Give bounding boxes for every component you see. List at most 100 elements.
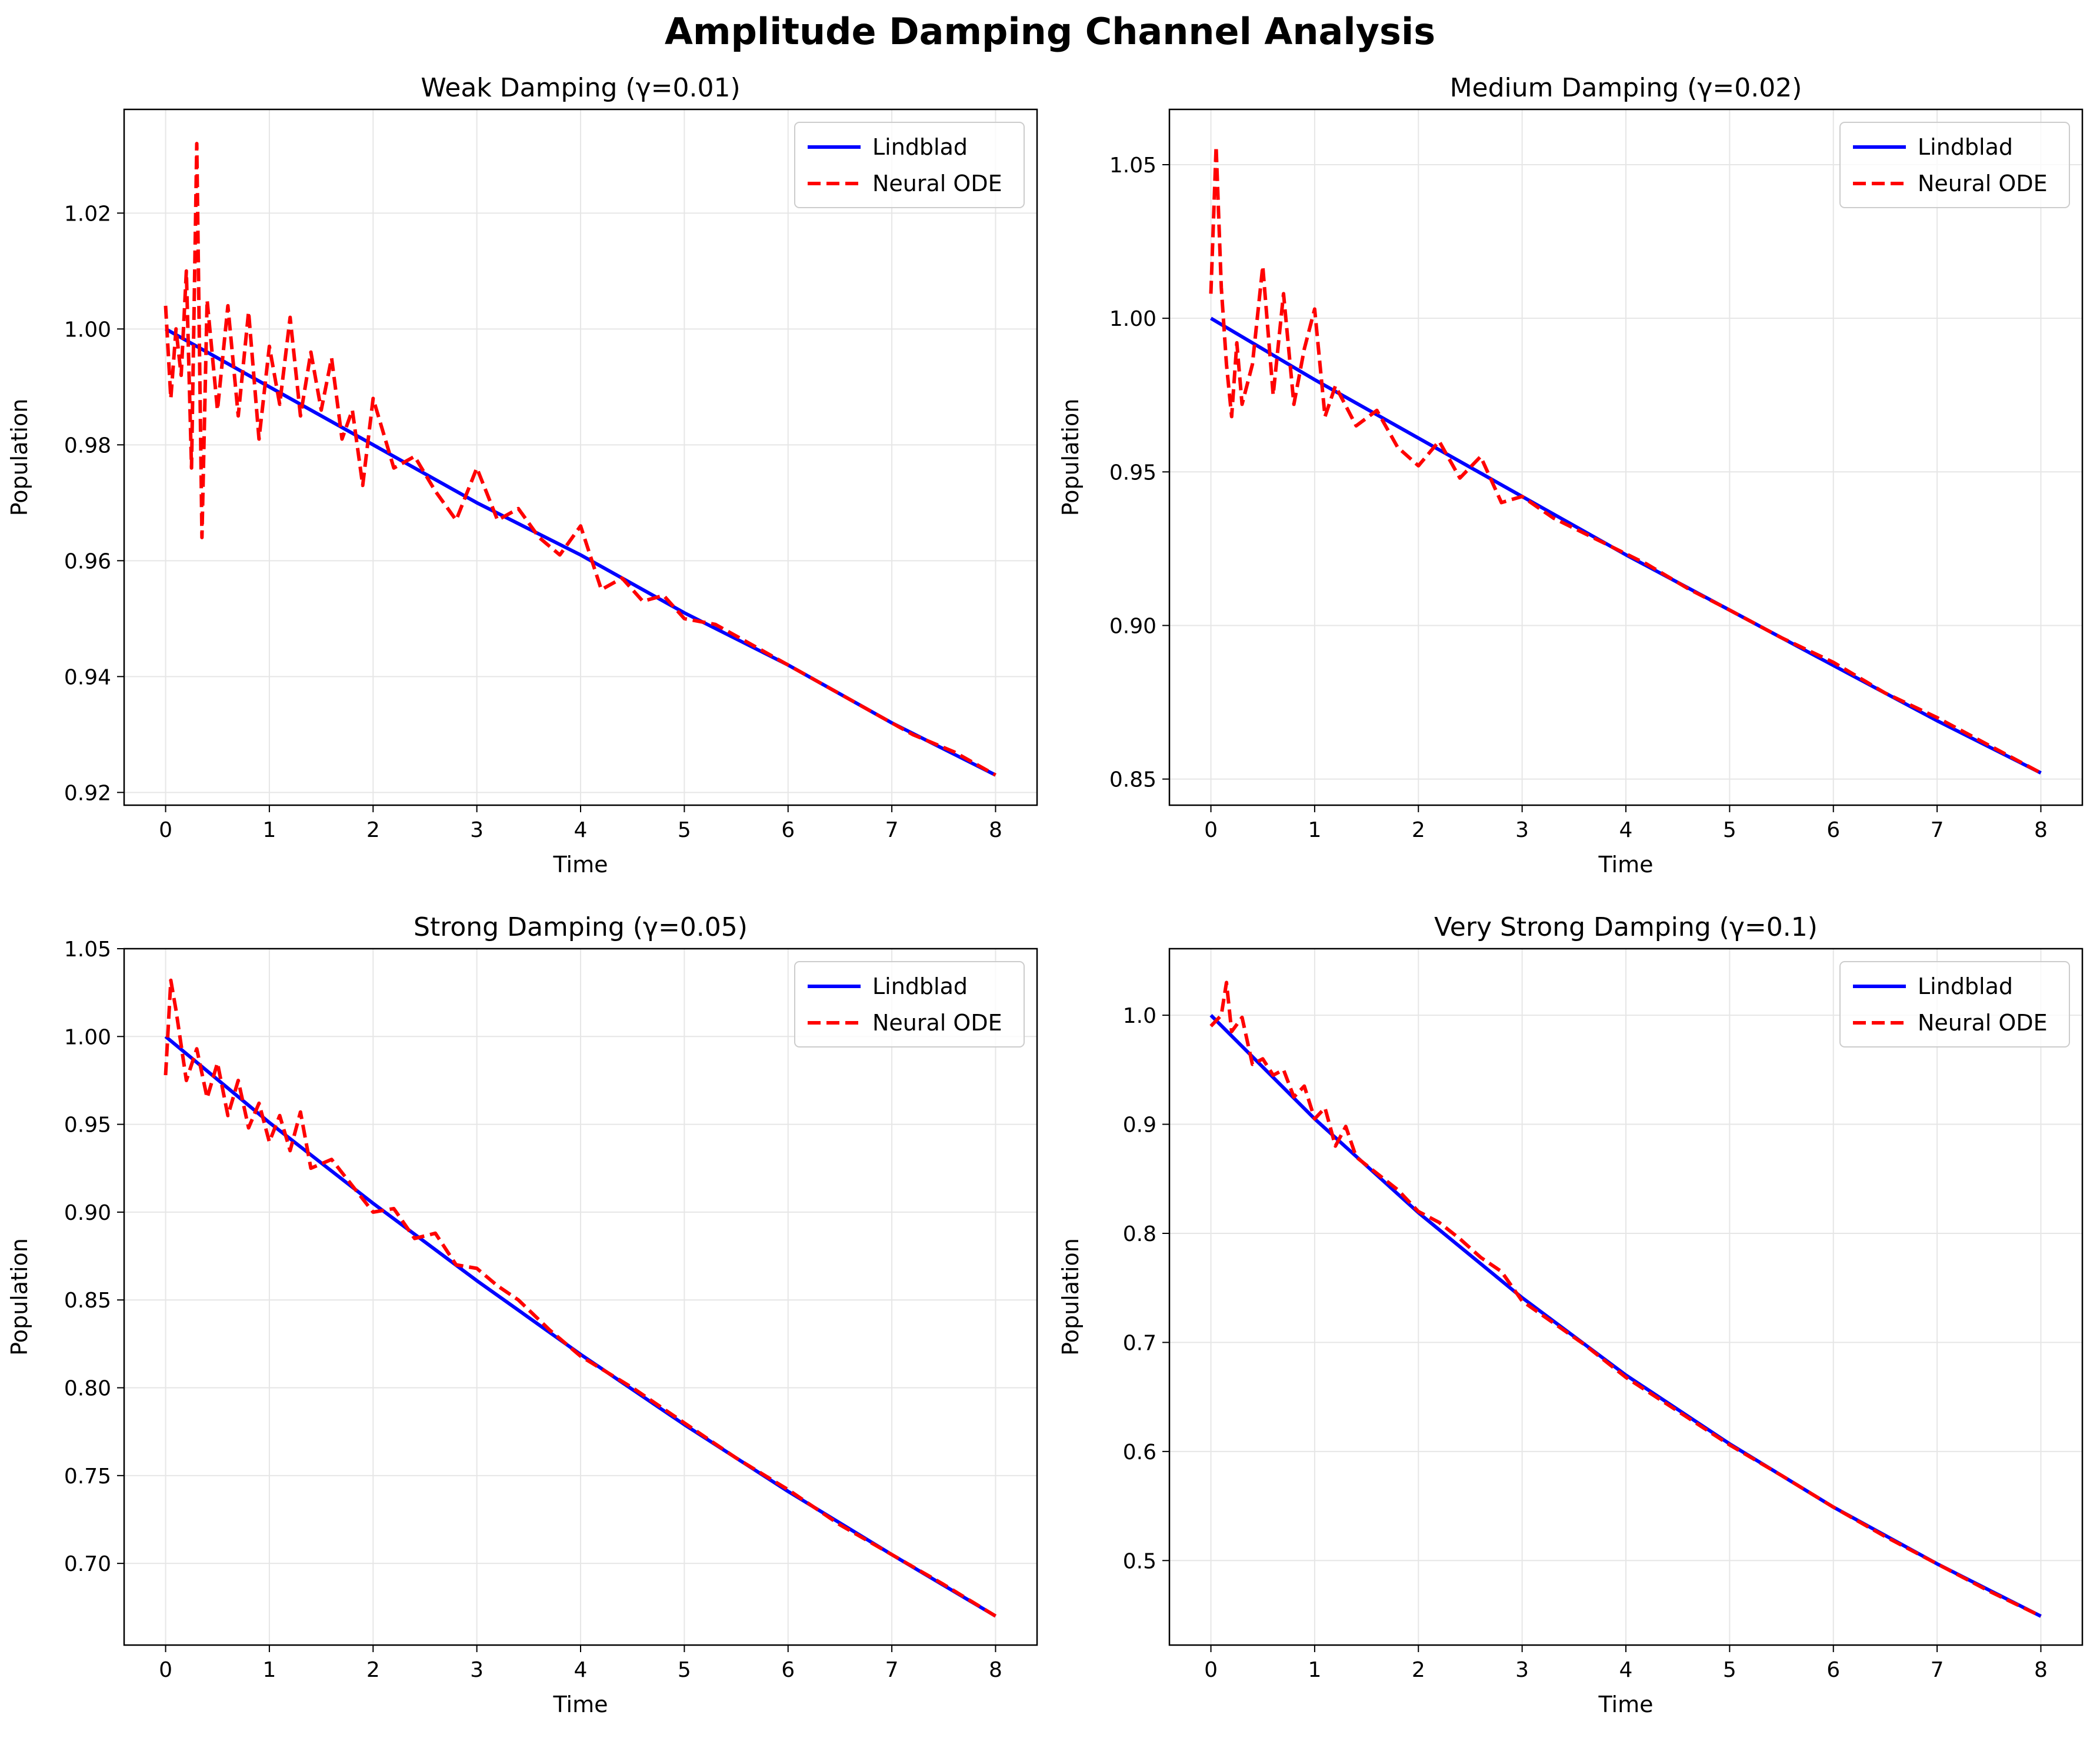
x-tick-label: 6 xyxy=(1826,1658,1840,1682)
y-axis: 0.70 0.75 0.80 0.85 0.90 0.95 1.00 1.05 xyxy=(64,938,124,1576)
x-tick-label: 4 xyxy=(1619,818,1633,842)
y-axis: 0.92 0.94 0.96 0.98 1.00 1.02 xyxy=(64,202,124,805)
x-tick-label: 3 xyxy=(470,818,484,842)
y-tick-label: 0.90 xyxy=(64,1201,111,1225)
subplot-title: Very Strong Damping (γ=0.1) xyxy=(1434,912,1818,942)
subplot-title: Medium Damping (γ=0.02) xyxy=(1450,73,1802,103)
legend: Lindblad Neural ODE xyxy=(794,961,1025,1048)
x-tick-label: 8 xyxy=(989,1658,1002,1682)
x-axis-label: Time xyxy=(1598,1692,1654,1717)
subplot-2: 0 1 2 3 4 5 6 7 8 0.85 0.90 0.95 1.00 1.05 Medium Damp… xyxy=(1058,73,2084,878)
legend: Lindblad Neural ODE xyxy=(1839,961,2070,1048)
legend-box xyxy=(1839,961,2070,1048)
x-axis: 0 1 2 3 4 5 6 7 8 xyxy=(1204,1645,2048,1682)
x-tick-label: 0 xyxy=(1204,1658,1218,1682)
subplot-title: Weak Damping (γ=0.01) xyxy=(421,73,740,103)
y-tick-label: 0.8 xyxy=(1123,1222,1156,1246)
subplot-3: 0 1 2 3 4 5 6 7 8 0.70 0.75 0.80 0.85 0.90 0.95 1.00 1.0… xyxy=(6,912,1038,1717)
grid xyxy=(1169,109,2082,805)
legend-box xyxy=(794,122,1025,208)
y-axis-label: Population xyxy=(1058,399,1084,516)
y-tick-label: 1.00 xyxy=(64,1025,111,1049)
y-tick-label: 1.00 xyxy=(1109,307,1156,331)
x-tick-label: 8 xyxy=(989,818,1002,842)
x-tick-label: 1 xyxy=(262,1658,276,1682)
x-tick-label: 4 xyxy=(574,1658,588,1682)
legend-label: Lindblad xyxy=(1918,134,2013,160)
series-line-neural-ode xyxy=(1209,980,2042,1618)
y-tick-label: 0.98 xyxy=(64,433,111,458)
x-tick-label: 2 xyxy=(366,818,380,842)
series-line-lindblad xyxy=(165,327,996,777)
x-tick-label: 5 xyxy=(1723,1658,1736,1682)
y-tick-label: 0.96 xyxy=(64,549,111,573)
y-tick-label: 0.85 xyxy=(1109,768,1156,792)
y-tick-label: 1.02 xyxy=(64,202,111,226)
series-line-neural-ode xyxy=(164,142,996,777)
y-axis: 0.5 0.6 0.7 0.8 0.9 1.0 xyxy=(1123,1004,1169,1573)
x-tick-label: 1 xyxy=(262,818,276,842)
legend: Lindblad Neural ODE xyxy=(794,122,1025,208)
legend-label: Lindblad xyxy=(872,134,968,160)
x-axis-label: Time xyxy=(553,1692,608,1717)
series-group xyxy=(1209,980,2042,1618)
y-tick-label: 0.95 xyxy=(1109,461,1156,485)
x-tick-label: 8 xyxy=(2034,1658,2048,1682)
y-tick-label: 0.95 xyxy=(64,1113,111,1137)
x-tick-label: 2 xyxy=(1412,1658,1425,1682)
y-axis: 0.85 0.90 0.95 1.00 1.05 xyxy=(1109,154,1169,792)
x-tick-label: 3 xyxy=(1515,818,1529,842)
legend-box xyxy=(794,961,1025,1048)
subplot-1: 0 1 2 3 4 5 6 7 8 0.92 0.94 0.96 0.98 1.00 1.02 Weak Da… xyxy=(6,73,1038,878)
y-tick-label: 0.6 xyxy=(1123,1440,1156,1465)
x-tick-label: 3 xyxy=(1515,1658,1529,1682)
y-tick-label: 1.0 xyxy=(1123,1004,1156,1028)
x-tick-label: 0 xyxy=(159,818,172,842)
grid xyxy=(124,109,1037,805)
y-tick-label: 0.75 xyxy=(64,1465,111,1489)
series-line-neural-ode xyxy=(164,978,997,1618)
x-axis: 0 1 2 3 4 5 6 7 8 xyxy=(159,1645,1002,1682)
x-tick-label: 7 xyxy=(1931,818,1944,842)
grid xyxy=(1169,949,2082,1645)
series-group xyxy=(164,978,997,1618)
y-tick-label: 0.7 xyxy=(1123,1331,1156,1355)
x-tick-label: 2 xyxy=(366,1658,380,1682)
x-tick-label: 3 xyxy=(470,1658,484,1682)
x-tick-label: 7 xyxy=(1931,1658,1944,1682)
y-tick-label: 1.00 xyxy=(64,318,111,342)
subplot-title: Strong Damping (γ=0.05) xyxy=(414,912,748,942)
legend-label: Lindblad xyxy=(872,973,968,999)
legend-label: Neural ODE xyxy=(1918,1010,2048,1036)
y-axis-label: Population xyxy=(6,399,32,516)
x-tick-label: 4 xyxy=(1619,1658,1633,1682)
x-tick-label: 7 xyxy=(885,818,899,842)
legend-box xyxy=(1839,122,2070,208)
y-tick-label: 0.9 xyxy=(1123,1113,1156,1137)
legend: Lindblad Neural ODE xyxy=(1839,122,2070,208)
series-line-neural-ode xyxy=(1209,144,2042,775)
x-tick-label: 6 xyxy=(781,818,795,842)
x-axis-label: Time xyxy=(553,852,608,878)
x-tick-label: 1 xyxy=(1308,818,1321,842)
y-axis-label: Population xyxy=(6,1238,32,1356)
series-group xyxy=(164,142,996,777)
series-group xyxy=(1209,144,2042,775)
y-tick-label: 1.05 xyxy=(64,938,111,962)
legend-label: Neural ODE xyxy=(872,1010,1002,1036)
y-tick-label: 0.85 xyxy=(64,1289,111,1313)
legend-label: Lindblad xyxy=(1918,973,2013,999)
y-tick-label: 0.70 xyxy=(64,1552,111,1576)
y-tick-label: 0.92 xyxy=(64,781,111,805)
x-axis-label: Time xyxy=(1598,852,1654,878)
x-tick-label: 6 xyxy=(1826,818,1840,842)
x-tick-label: 0 xyxy=(1204,818,1218,842)
x-tick-label: 4 xyxy=(574,818,588,842)
y-tick-label: 0.94 xyxy=(64,665,111,689)
figure-title: Amplitude Damping Channel Analysis xyxy=(665,10,1435,53)
x-tick-label: 7 xyxy=(885,1658,899,1682)
x-tick-label: 5 xyxy=(1723,818,1736,842)
